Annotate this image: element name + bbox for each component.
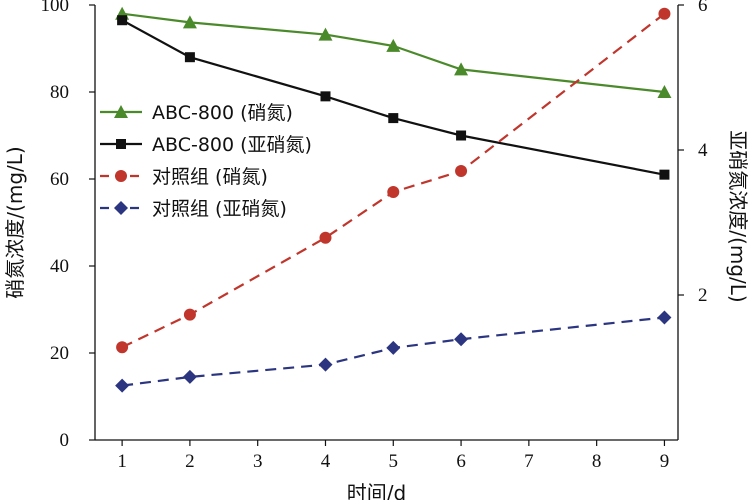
- data-point: [386, 340, 401, 355]
- legend: ABC-800 (硝氮) ABC-800 (亚硝氮) 对照组 (硝氮) 对照组 (亚硝…: [100, 102, 312, 220]
- right-y-axis-title: 亚硝氮浓度/(mg/L): [726, 130, 750, 302]
- legend-marker: [115, 170, 127, 182]
- x-axis-title: 时间/d: [347, 481, 406, 500]
- legend-item: 对照组 (硝氮): [100, 166, 268, 188]
- legend-item: ABC-800 (亚硝氮): [100, 134, 312, 156]
- data-point: [454, 332, 469, 347]
- data-point: [116, 341, 129, 354]
- legend-label: ABC-800 (亚硝氮): [152, 134, 312, 156]
- x-tick-label: 9: [660, 451, 670, 472]
- left-y-tick-label: 0: [60, 430, 70, 451]
- legend-label: 对照组 (亚硝氮): [152, 198, 287, 220]
- data-point: [454, 62, 469, 76]
- data-point: [318, 27, 333, 41]
- data-point: [387, 186, 400, 199]
- data-point: [386, 38, 401, 52]
- x-tick-label: 3: [253, 451, 263, 472]
- data-point: [657, 310, 672, 325]
- data-point: [318, 357, 333, 372]
- data-point: [388, 113, 399, 124]
- left-y-tick-label: 100: [41, 0, 70, 16]
- data-point: [456, 130, 467, 141]
- series-line: [121, 12, 666, 349]
- legend-marker: [114, 105, 128, 118]
- right-y-tick-label: 6: [698, 0, 708, 16]
- left-y-tick-label: 40: [50, 256, 69, 277]
- legend-item: ABC-800 (硝氮): [100, 102, 293, 124]
- series-3: [115, 310, 672, 393]
- x-tick-label: 8: [592, 451, 602, 472]
- legend-label: ABC-800 (硝氮): [152, 102, 293, 124]
- x-tick-label: 2: [185, 451, 195, 472]
- series-1: [117, 15, 670, 180]
- axes: 1 2 3 4 5 6 7 8 9 0 20 40 60 80 100 2 4 6: [41, 0, 709, 472]
- left-y-tick-label: 80: [50, 82, 69, 103]
- series-line: [121, 316, 665, 387]
- legend-marker: [114, 201, 128, 215]
- left-y-axis-title: 硝氮浓度/(mg/L): [3, 146, 27, 298]
- series-line: [121, 19, 665, 176]
- legend-item: 对照组 (亚硝氮): [100, 198, 287, 220]
- left-y-tick-label: 60: [50, 169, 69, 190]
- data-point: [657, 85, 672, 98]
- data-point: [115, 378, 130, 393]
- right-y-tick-label: 2: [698, 285, 708, 306]
- x-tick-label: 1: [117, 451, 127, 472]
- data-point: [184, 52, 195, 63]
- data-point: [183, 308, 196, 321]
- x-tick-label: 4: [321, 451, 331, 472]
- series-2: [116, 7, 671, 354]
- legend-label: 对照组 (硝氮): [152, 166, 268, 188]
- legend-marker: [116, 139, 126, 149]
- x-tick-label: 6: [456, 451, 466, 472]
- data-point: [319, 231, 332, 244]
- series-line: [121, 12, 665, 94]
- right-y-tick-label: 4: [698, 140, 708, 161]
- data-point: [320, 91, 331, 102]
- x-tick-label: 7: [524, 451, 534, 472]
- data-point: [117, 15, 128, 26]
- series-0: [115, 6, 672, 98]
- x-tick-label: 5: [389, 451, 399, 472]
- data-point: [659, 169, 670, 180]
- data-point: [182, 369, 197, 384]
- data-point: [658, 7, 671, 20]
- left-y-tick-label: 20: [50, 343, 69, 364]
- data-point: [182, 15, 197, 29]
- data-point: [455, 165, 468, 178]
- series-layer: [115, 6, 672, 393]
